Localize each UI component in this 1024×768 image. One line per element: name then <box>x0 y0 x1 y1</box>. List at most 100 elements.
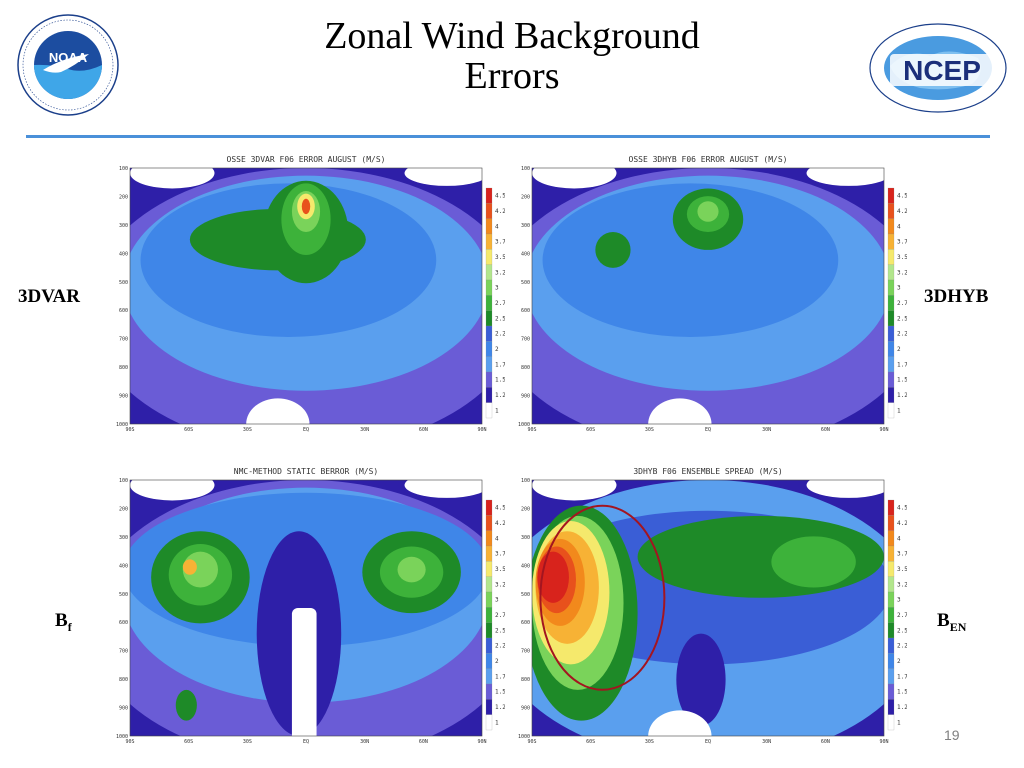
label-ben: BEN <box>937 610 966 635</box>
colorbar-swatch <box>887 310 895 327</box>
colorbar-label: 1.25 <box>495 704 505 711</box>
colorbar-swatch <box>485 699 493 715</box>
y-tick-label: 200 <box>521 506 530 512</box>
y-tick-label: 700 <box>119 337 128 343</box>
colorbar-label: 1.25 <box>495 392 505 399</box>
missing-region <box>648 710 712 736</box>
y-tick-label: 700 <box>119 649 128 655</box>
colorbar-swatch <box>887 264 895 281</box>
contour-region <box>676 633 726 726</box>
colorbar-swatch <box>887 295 895 311</box>
colorbar-swatch <box>485 310 493 327</box>
colorbar-swatch <box>485 249 493 265</box>
colorbar-label: 1.25 <box>897 392 907 399</box>
colorbar-swatch <box>485 683 493 700</box>
slide-title: Zonal Wind Background Errors <box>250 16 774 96</box>
y-tick-label: 100 <box>119 166 128 172</box>
colorbar-label: 2.25 <box>495 643 505 650</box>
plot-frame <box>129 479 483 737</box>
colorbar-label: 2.75 <box>897 612 907 619</box>
colorbar-label: 2 <box>897 346 901 353</box>
colorbar-label: 3.5 <box>897 254 907 261</box>
colorbar-label: 2.75 <box>495 612 505 619</box>
x-tick-label: 90S <box>125 739 134 745</box>
contour-fill <box>532 168 884 424</box>
colorbar-swatch <box>485 187 493 204</box>
colorbar-label: 2.25 <box>897 643 907 650</box>
label-bf-sub: f <box>67 619 72 634</box>
y-tick-label: 100 <box>521 478 530 484</box>
x-tick-label: 60S <box>586 427 595 433</box>
y-tick-label: 500 <box>119 280 128 286</box>
colorbar-label: 1 <box>897 719 901 726</box>
label-ben-sub: EN <box>949 619 967 634</box>
colorbar-swatch <box>887 203 895 219</box>
x-tick-label: 60S <box>586 739 595 745</box>
colorbar-swatch <box>887 576 895 593</box>
colorbar-swatch <box>887 218 895 235</box>
colorbar-label: 4.25 <box>897 520 907 527</box>
noaa-logo: NOAA <box>17 14 119 116</box>
highlight-circle <box>539 504 666 691</box>
y-tick-label: 900 <box>521 394 530 400</box>
contour-fill <box>130 480 482 736</box>
missing-region <box>806 168 884 186</box>
y-tick-label: 400 <box>119 563 128 569</box>
y-tick-label: 600 <box>119 308 128 314</box>
contour-region <box>397 556 426 583</box>
contour-plot: OSSE 3DHYB F06 ERROR AUGUST (M/S) 100 200 3… <box>518 155 907 433</box>
panel-title: OSSE 3DVAR F06 ERROR AUGUST (M/S) <box>227 155 386 164</box>
colorbar-label: 4.25 <box>495 520 505 527</box>
colorbar-swatch <box>485 264 493 281</box>
label-ben-main: B <box>937 610 950 631</box>
y-tick-label: 100 <box>521 166 530 172</box>
noaa-logo-text: NOAA <box>49 50 88 65</box>
colorbar-label: 3.5 <box>897 566 907 573</box>
y-tick-label: 400 <box>521 563 530 569</box>
label-3dvar: 3DVAR <box>18 286 80 307</box>
missing-region <box>404 480 482 498</box>
colorbar-label: 1.5 <box>495 689 505 696</box>
missing-region <box>291 608 317 736</box>
colorbar-swatch <box>485 714 493 731</box>
colorbar-label: 2 <box>495 346 499 353</box>
colorbar-swatch <box>485 591 493 608</box>
colorbar-swatch <box>887 637 895 654</box>
missing-region <box>246 398 310 424</box>
x-tick-label: 90N <box>879 739 888 745</box>
missing-region <box>806 480 884 498</box>
x-tick-label: 90N <box>477 427 486 433</box>
x-tick-label: EQ <box>303 427 309 433</box>
colorbar-label: 4.25 <box>495 208 505 215</box>
colorbar-label: 1 <box>495 407 499 414</box>
x-tick-label: 30N <box>762 739 771 745</box>
colorbar-swatch <box>887 699 895 715</box>
panel-ensemble-spread: 3DHYB F06 ENSEMBLE SPREAD (M/S) 100 200 300… <box>512 462 907 762</box>
colorbar-label: 3 <box>495 285 499 292</box>
contour-region <box>697 201 719 222</box>
missing-region <box>130 168 215 189</box>
x-tick-label: 30S <box>645 739 654 745</box>
y-tick-label: 700 <box>521 337 530 343</box>
plot-frame <box>531 167 885 425</box>
y-tick-label: 500 <box>521 280 530 286</box>
colorbar-swatch <box>887 279 895 296</box>
colorbar-swatch <box>887 622 895 639</box>
y-tick-label: 700 <box>521 649 530 655</box>
colorbar-swatch <box>887 249 895 265</box>
colorbar-label: 1 <box>897 407 901 414</box>
x-tick-label: 60N <box>821 739 830 745</box>
colorbar-swatch <box>485 402 493 419</box>
y-tick-label: 500 <box>119 592 128 598</box>
colorbar-swatch <box>887 371 895 388</box>
colorbar-swatch <box>887 341 895 357</box>
x-tick-label: 60N <box>419 427 428 433</box>
panel-3dhyb-error: OSSE 3DHYB F06 ERROR AUGUST (M/S) 100 200 3… <box>512 150 907 450</box>
ncep-logo-text: NCEP <box>903 55 981 86</box>
contour-region <box>771 536 856 588</box>
plot-frame <box>129 167 483 425</box>
colorbar-label: 1.75 <box>897 361 907 368</box>
colorbar-label: 3.25 <box>897 581 907 588</box>
colorbar-swatch <box>485 499 493 516</box>
label-bf: Bf <box>55 610 72 635</box>
